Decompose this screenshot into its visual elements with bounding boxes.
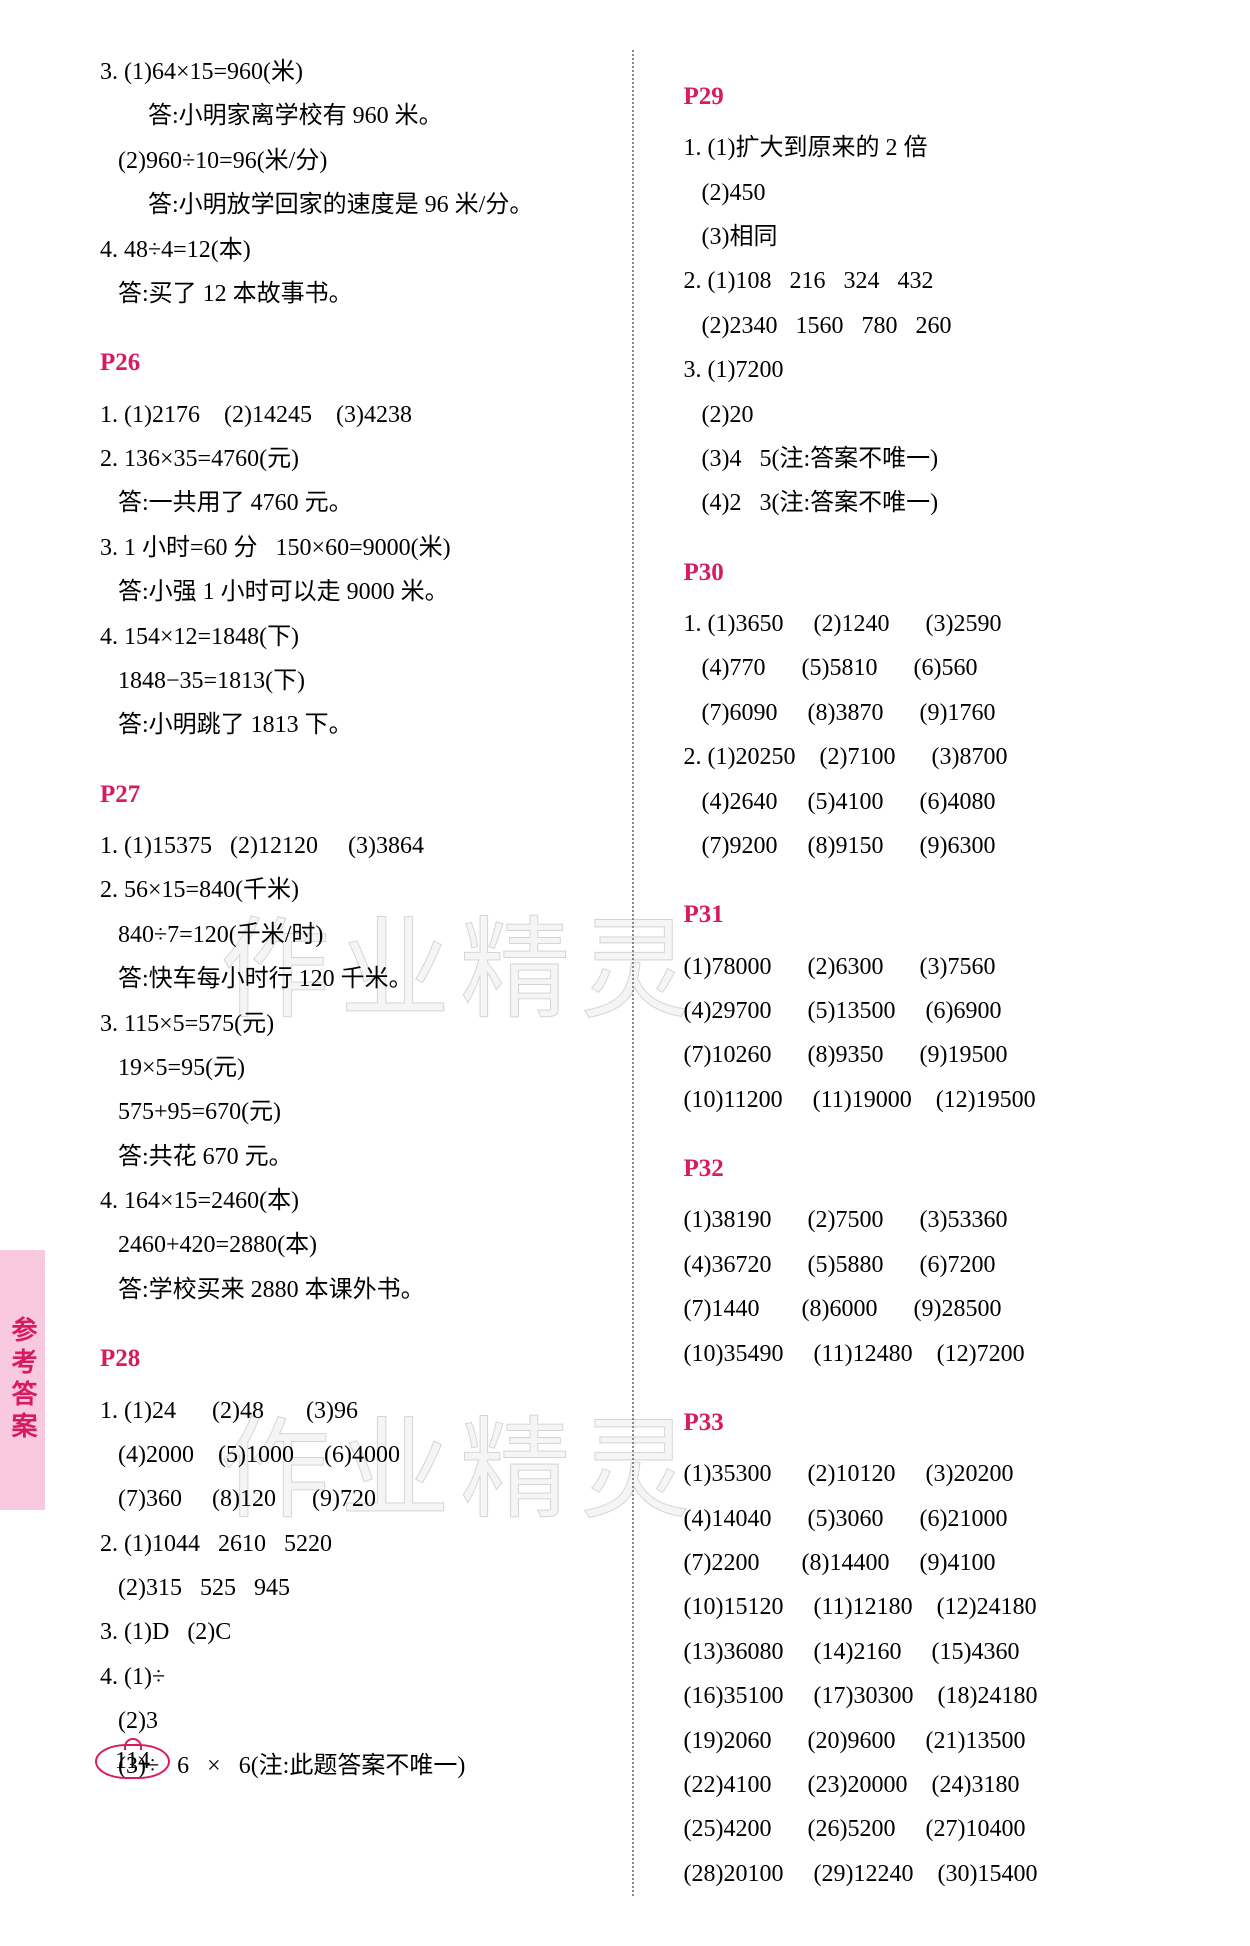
text-line: 答:学校买来 2880 本课外书。 (100, 1268, 597, 1312)
text-line: 1. (1)扩大到原来的 2 倍 (684, 126, 1181, 170)
text-line: (25)4200 (26)5200 (27)10400 (684, 1807, 1181, 1851)
text-line: (2)960÷10=96(米/分) (100, 139, 597, 183)
text-line: (7)1440 (8)6000 (9)28500 (684, 1287, 1181, 1331)
text-line: (7)2200 (8)14400 (9)4100 (684, 1541, 1181, 1585)
text-line: 2. 56×15=840(千米) (100, 868, 597, 912)
right-column: P29 1. (1)扩大到原来的 2 倍 (2)450 (3)相同2. (1)10… (659, 50, 1181, 1896)
text-line: 2. (1)20250 (2)7100 (3)8700 (684, 735, 1181, 779)
text-line: (28)20100 (29)12240 (30)15400 (684, 1852, 1181, 1896)
text-line: (19)2060 (20)9600 (21)13500 (684, 1719, 1181, 1763)
text-line: (4)2640 (5)4100 (6)4080 (684, 780, 1181, 824)
text-line: 答:小强 1 小时可以走 9000 米。 (100, 570, 597, 614)
text-line: (10)35490 (11)12480 (12)7200 (684, 1332, 1181, 1376)
text-line: 答:快车每小时行 120 千米。 (100, 957, 597, 1001)
text-line: (7)9200 (8)9150 (9)6300 (684, 824, 1181, 868)
text-line: (4)14040 (5)3060 (6)21000 (684, 1497, 1181, 1541)
text-line: (3)相同 (684, 215, 1181, 259)
text-line: (1)78000 (2)6300 (3)7560 (684, 945, 1181, 989)
text-line: (4)2 3(注:答案不唯一) (684, 481, 1181, 525)
text-line: 19×5=95(元) (100, 1046, 597, 1090)
section-header: P31 (684, 892, 1181, 938)
text-line: 4. (1)÷ (100, 1655, 597, 1699)
text-line: 答:买了 12 本故事书。 (100, 272, 597, 316)
text-line: 答:一共用了 4760 元。 (100, 481, 597, 525)
text-line: (16)35100 (17)30300 (18)24180 (684, 1674, 1181, 1718)
text-line: 4. 48÷4=12(本) (100, 228, 597, 272)
text-line: 2. (1)108 216 324 432 (684, 259, 1181, 303)
text-line: (22)4100 (23)20000 (24)3180 (684, 1763, 1181, 1807)
text-line: 575+95=670(元) (100, 1090, 597, 1134)
section-header: P33 (684, 1400, 1181, 1446)
text-line: (10)15120 (11)12180 (12)24180 (684, 1585, 1181, 1629)
text-line: 4. 164×15=2460(本) (100, 1179, 597, 1223)
text-line: (3)4 5(注:答案不唯一) (684, 437, 1181, 481)
section-header: P28 (100, 1336, 597, 1382)
text-line: (2)450 (684, 171, 1181, 215)
text-line: (2)20 (684, 393, 1181, 437)
text-line: 3. 115×5=575(元) (100, 1002, 597, 1046)
text-line: (13)36080 (14)2160 (15)4360 (684, 1630, 1181, 1674)
text-line: 4. 154×12=1848(下) (100, 615, 597, 659)
text-line: (2)315 525 945 (100, 1566, 597, 1610)
section-header: P30 (684, 550, 1181, 596)
page-number: 114 (95, 1744, 170, 1779)
text-line: 1. (1)3650 (2)1240 (3)2590 (684, 602, 1181, 646)
text-line: (10)11200 (11)19000 (12)19500 (684, 1078, 1181, 1122)
text-line: 3. (1)D (2)C (100, 1610, 597, 1654)
text-line: 1. (1)15375 (2)12120 (3)3864 (100, 824, 597, 868)
text-line: (1)35300 (2)10120 (3)20200 (684, 1452, 1181, 1496)
text-line: 2460+420=2880(本) (100, 1223, 597, 1267)
text-line: (2)3 (100, 1699, 597, 1743)
text-line: (2)2340 1560 780 260 (684, 304, 1181, 348)
page-number-badge: 114 (95, 1744, 170, 1779)
text-line: (7)360 (8)120 (9)720 (100, 1477, 597, 1521)
text-line: (7)6090 (8)3870 (9)1760 (684, 691, 1181, 735)
text-line: 答:小明放学回家的速度是 96 米/分。 (100, 183, 597, 227)
section-header: P32 (684, 1146, 1181, 1192)
text-line: 2. 136×35=4760(元) (100, 437, 597, 481)
text-line: (7)10260 (8)9350 (9)19500 (684, 1033, 1181, 1077)
text-line: 840÷7=120(千米/时) (100, 913, 597, 957)
text-line: 1. (1)24 (2)48 (3)96 (100, 1389, 597, 1433)
text-line: 1848−35=1813(下) (100, 659, 597, 703)
section-header: P27 (100, 772, 597, 818)
text-line: 3. 1 小时=60 分 150×60=9000(米) (100, 526, 597, 570)
left-column: 3. (1)64×15=960(米) 答:小明家离学校有 960 米。 (2)9… (100, 50, 607, 1896)
section-header: P26 (100, 340, 597, 386)
text-line: (4)36720 (5)5880 (6)7200 (684, 1243, 1181, 1287)
text-line: (4)2000 (5)1000 (6)4000 (100, 1433, 597, 1477)
text-line: (1)38190 (2)7500 (3)53360 (684, 1198, 1181, 1242)
text-line: (3)÷ 6 × 6(注:此题答案不唯一) (100, 1744, 597, 1788)
text-line: (4)29700 (5)13500 (6)6900 (684, 989, 1181, 1033)
text-line: 3. (1)7200 (684, 348, 1181, 392)
section-header: P29 (684, 74, 1181, 120)
text-line: 3. (1)64×15=960(米) (100, 50, 597, 94)
text-line: (4)770 (5)5810 (6)560 (684, 646, 1181, 690)
text-line: 答:小明家离学校有 960 米。 (100, 94, 597, 138)
text-line: 1. (1)2176 (2)14245 (3)4238 (100, 393, 597, 437)
text-line: 答:共花 670 元。 (100, 1135, 597, 1179)
page-content: 3. (1)64×15=960(米) 答:小明家离学校有 960 米。 (2)9… (0, 0, 1250, 1946)
text-line: 答:小明跳了 1813 下。 (100, 703, 597, 747)
text-line: 2. (1)1044 2610 5220 (100, 1522, 597, 1566)
column-divider (632, 50, 634, 1896)
